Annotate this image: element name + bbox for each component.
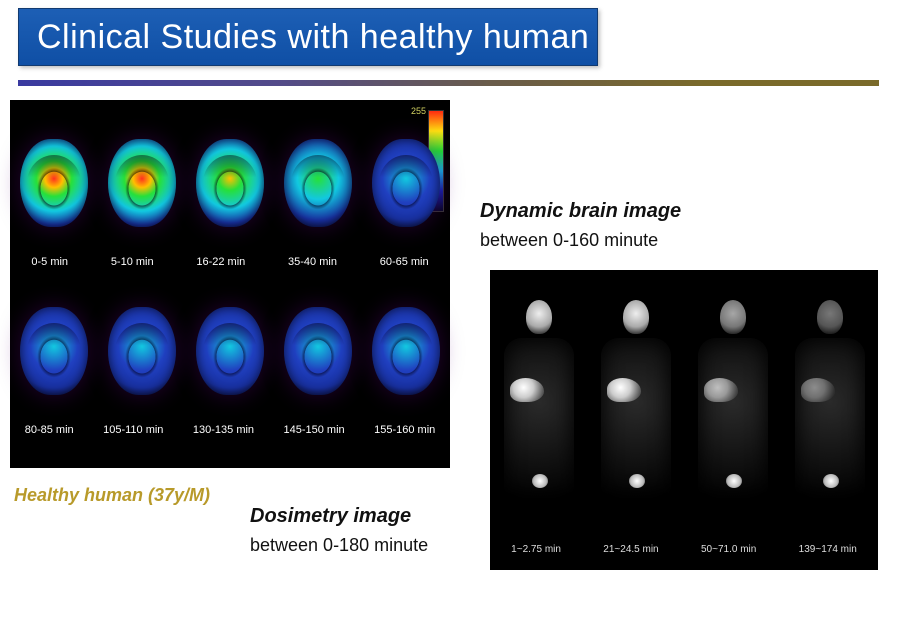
body-scan-panel: 1~2.75 min 21~24.5 min 50~71.0 min 139~1… <box>490 270 878 570</box>
brain-slice <box>284 307 352 395</box>
brain-row-1 <box>10 100 450 258</box>
brain-slice <box>108 307 176 395</box>
page-title: Clinical Studies with healthy human <box>37 18 589 57</box>
dosimetry-image-sub: between 0-180 minute <box>250 535 428 556</box>
body-scan <box>499 300 579 540</box>
torso-region <box>601 338 671 498</box>
skull-region <box>817 300 843 334</box>
time-label: 50~71.0 min <box>701 544 756 555</box>
liver-region <box>607 378 641 402</box>
dosimetry-image-title: Dosimetry image <box>250 505 411 528</box>
dynamic-image-title: Dynamic brain image <box>480 200 681 223</box>
bladder-region <box>532 474 548 488</box>
brain-slice <box>284 139 352 227</box>
dynamic-image-sub: between 0-160 minute <box>480 230 658 251</box>
divider-rule <box>18 80 879 86</box>
torso-region <box>698 338 768 498</box>
liver-region <box>704 378 738 402</box>
brain-slice <box>108 139 176 227</box>
skull-region <box>623 300 649 334</box>
brain-slice <box>20 139 88 227</box>
torso-region <box>504 338 574 498</box>
brain-slice <box>196 139 264 227</box>
bladder-region <box>629 474 645 488</box>
brain-row-2 <box>10 268 450 426</box>
brain-slice <box>20 307 88 395</box>
bladder-region <box>823 474 839 488</box>
body-scan <box>790 300 870 540</box>
body-scan <box>596 300 676 540</box>
liver-region <box>510 378 544 402</box>
liver-region <box>801 378 835 402</box>
subject-label: Healthy human (37y/M) <box>14 485 210 506</box>
torso-region <box>795 338 865 498</box>
bladder-region <box>726 474 742 488</box>
body-scan <box>693 300 773 540</box>
time-label: 1~2.75 min <box>511 544 561 555</box>
brain-scan-panel: 255 0 0-5 min 5-10 min 16-22 min 35-40 m… <box>10 100 450 468</box>
body-row <box>490 270 878 540</box>
skull-region <box>720 300 746 334</box>
skull-region <box>526 300 552 334</box>
body-labels: 1~2.75 min 21~24.5 min 50~71.0 min 139~1… <box>490 544 878 555</box>
time-label: 139~174 min <box>799 544 857 555</box>
title-bar: Clinical Studies with healthy human <box>18 8 598 66</box>
brain-slice <box>196 307 264 395</box>
time-label: 21~24.5 min <box>603 544 658 555</box>
brain-slice <box>372 139 440 227</box>
brain-slice <box>372 307 440 395</box>
